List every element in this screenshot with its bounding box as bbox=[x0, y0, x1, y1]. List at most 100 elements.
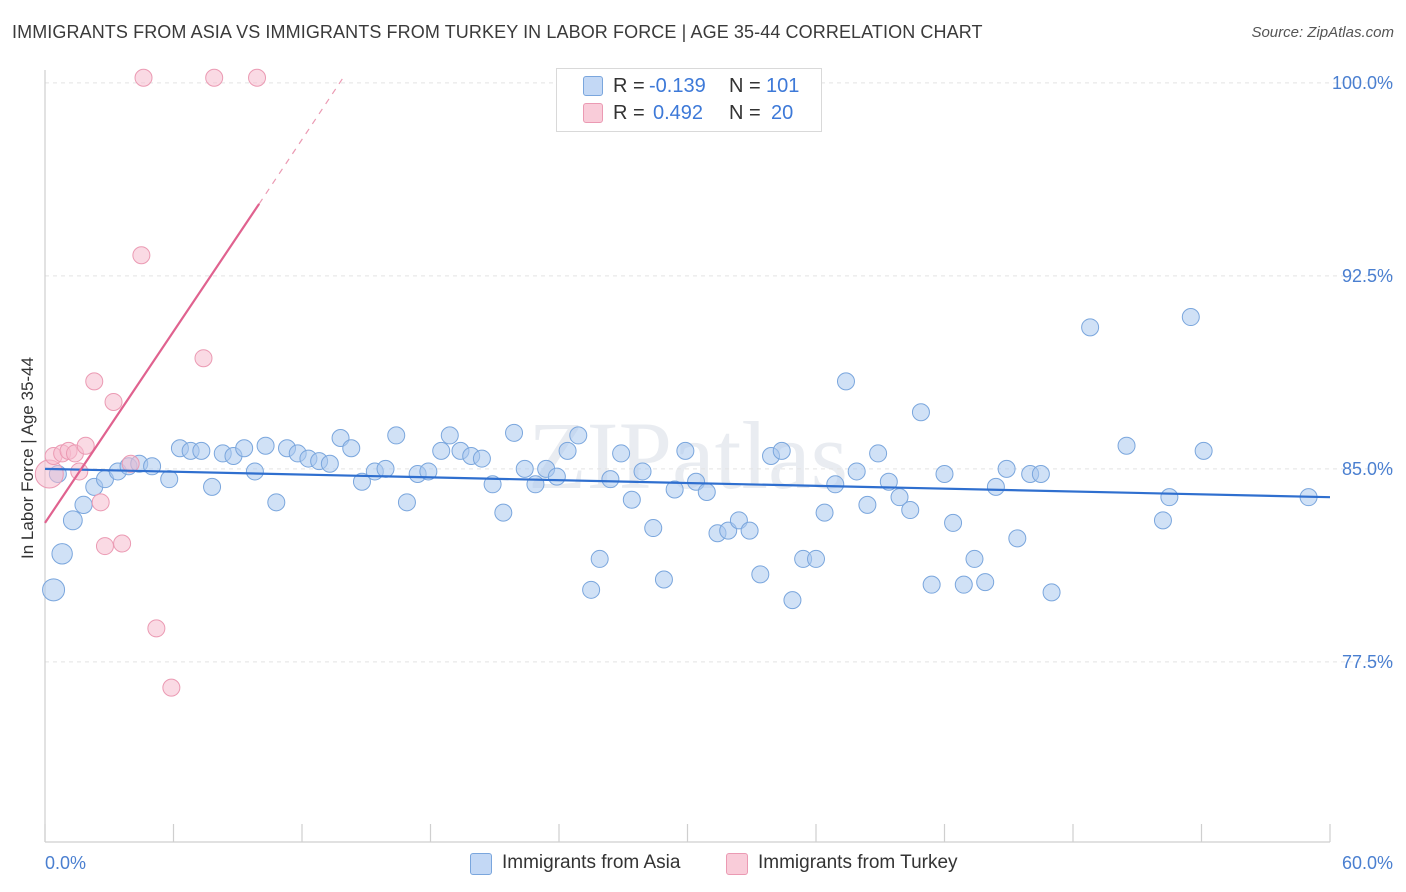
turkey-point bbox=[104, 392, 123, 411]
asia-point bbox=[505, 423, 524, 442]
turkey-point bbox=[205, 68, 224, 87]
turkey-points bbox=[34, 68, 267, 697]
asia-point bbox=[869, 444, 888, 463]
asia-point bbox=[665, 480, 684, 499]
asia-point bbox=[622, 490, 641, 509]
asia-point bbox=[42, 578, 66, 602]
chart-title: IMMIGRANTS FROM ASIA VS IMMIGRANTS FROM … bbox=[12, 22, 983, 42]
asia-point bbox=[245, 462, 264, 481]
asia-point bbox=[320, 454, 339, 473]
turkey-point bbox=[248, 68, 267, 87]
asia-point bbox=[432, 441, 451, 460]
asia-point bbox=[997, 459, 1016, 478]
asia-point bbox=[740, 521, 759, 540]
asia-point bbox=[590, 549, 609, 568]
asia-point bbox=[515, 459, 534, 478]
asia-point bbox=[986, 477, 1005, 496]
turkey-swatch bbox=[583, 103, 603, 123]
asia-point bbox=[1194, 441, 1213, 460]
asia-point bbox=[267, 493, 286, 512]
tick-labels: 77.5% 85.0% 92.5% 100.0% 0.0% 60.0% bbox=[45, 73, 1393, 873]
n-label: N = bbox=[729, 102, 761, 124]
turkey-point bbox=[85, 372, 104, 391]
asia-point bbox=[582, 580, 601, 599]
asia-point bbox=[612, 444, 631, 463]
asia-point bbox=[526, 475, 545, 494]
turkey-point bbox=[194, 349, 213, 368]
asia-point bbox=[62, 510, 83, 531]
n-value: 20 bbox=[771, 102, 794, 124]
asia-point bbox=[772, 441, 791, 460]
asia-trend-line bbox=[44, 467, 1331, 499]
x-tick-label: 60.0% bbox=[1342, 853, 1393, 873]
correlation-legend: R = -0.139 N = 101 R = 0.492 N = 20 bbox=[556, 68, 822, 132]
y-tick-label: 92.5% bbox=[1342, 266, 1393, 286]
asia-point bbox=[751, 565, 770, 584]
asia-point bbox=[644, 519, 663, 538]
asia-point bbox=[419, 462, 438, 481]
turkey-point bbox=[121, 454, 140, 473]
asia-point bbox=[192, 441, 211, 460]
asia-point bbox=[352, 472, 371, 491]
y-tick-label: 100.0% bbox=[1332, 73, 1393, 93]
turkey-trend-extension bbox=[258, 74, 346, 205]
asia-point bbox=[697, 483, 716, 502]
asia-swatch bbox=[470, 853, 492, 875]
asia-point bbox=[1153, 511, 1172, 530]
turkey-point bbox=[134, 68, 153, 87]
asia-point bbox=[826, 475, 845, 494]
legend-label-asia: Immigrants from Asia bbox=[502, 852, 681, 873]
asia-point bbox=[944, 513, 963, 532]
asia-point bbox=[1160, 488, 1179, 507]
r-value: 0.492 bbox=[653, 102, 704, 124]
asia-point bbox=[342, 439, 361, 458]
asia-point bbox=[472, 449, 491, 468]
asia-point bbox=[1031, 465, 1050, 484]
grid-lines bbox=[45, 82, 1395, 663]
asia-point bbox=[847, 462, 866, 481]
turkey-point bbox=[76, 436, 95, 455]
asia-point bbox=[569, 426, 588, 445]
asia-point bbox=[494, 503, 513, 522]
asia-point bbox=[783, 591, 802, 610]
asia-point bbox=[922, 575, 941, 594]
turkey-point bbox=[113, 534, 132, 553]
asia-point bbox=[911, 403, 930, 422]
asia-point bbox=[654, 570, 673, 589]
asia-point bbox=[1117, 436, 1136, 455]
asia-point bbox=[160, 470, 179, 489]
turkey-point bbox=[132, 246, 151, 265]
r-label: R = bbox=[613, 102, 645, 124]
asia-point bbox=[440, 426, 459, 445]
asia-point bbox=[483, 475, 502, 494]
y-tick-label: 77.5% bbox=[1342, 652, 1393, 672]
asia-point bbox=[807, 549, 825, 568]
source-note: Source: ZipAtlas.com bbox=[1251, 24, 1394, 41]
asia-point bbox=[1081, 318, 1100, 337]
turkey-trend-line bbox=[44, 203, 261, 524]
asia-point bbox=[51, 543, 73, 565]
asia-point bbox=[387, 426, 406, 445]
asia-point bbox=[901, 501, 920, 520]
asia-point bbox=[676, 441, 695, 460]
asia-point bbox=[836, 372, 855, 391]
legend-label-turkey: Immigrants from Turkey bbox=[758, 852, 958, 873]
asia-point bbox=[965, 549, 984, 568]
y-tick-label: 85.0% bbox=[1342, 459, 1393, 479]
asia-point bbox=[858, 495, 877, 514]
asia-point bbox=[1008, 529, 1027, 548]
asia-point bbox=[376, 459, 395, 478]
turkey-point bbox=[147, 619, 166, 638]
r-value: -0.139 bbox=[649, 75, 706, 97]
asia-point bbox=[1181, 308, 1200, 327]
asia-point bbox=[1042, 583, 1061, 602]
r-label: R = bbox=[613, 75, 645, 97]
x-tick-label: 0.0% bbox=[45, 853, 86, 873]
asia-point bbox=[633, 462, 652, 481]
turkey-point bbox=[91, 493, 110, 512]
asia-point bbox=[256, 436, 275, 455]
asia-point bbox=[203, 477, 222, 496]
asia-point bbox=[601, 470, 620, 489]
asia-point bbox=[547, 467, 566, 486]
n-label: N = bbox=[729, 75, 761, 97]
